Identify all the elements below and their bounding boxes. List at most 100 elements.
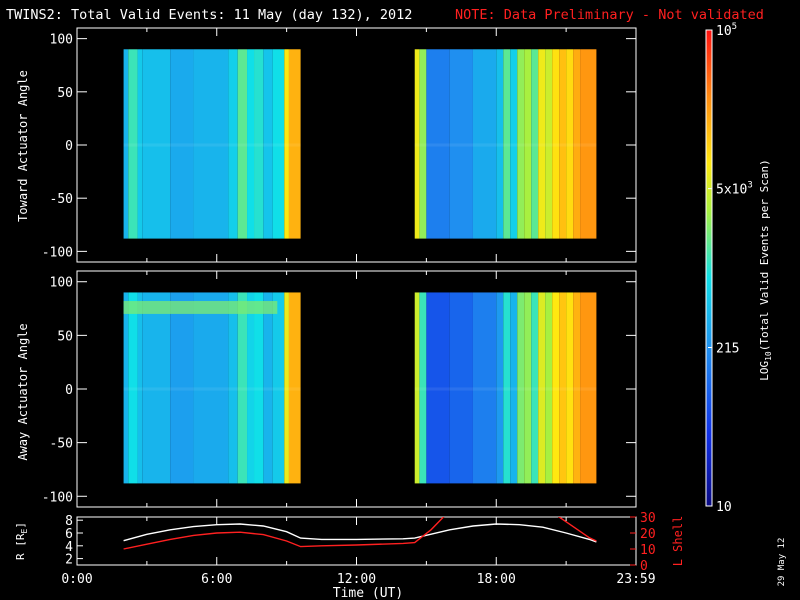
away-cell [503, 292, 511, 484]
toward-cell [538, 49, 546, 239]
away-cell [284, 292, 289, 484]
away-cell [123, 292, 129, 484]
toward-cell [193, 49, 229, 239]
away-zero-band [414, 387, 597, 391]
toward-cell [263, 49, 273, 239]
toward-zero-band [414, 143, 597, 147]
away-cell [566, 292, 574, 484]
toward-cell [272, 49, 285, 239]
toward-cell [426, 49, 450, 239]
away-cell [419, 292, 427, 484]
away-ytick-label: 0 [65, 383, 73, 398]
orbit-ytick-right-label: 0 [640, 559, 648, 574]
away-heatmap-panel: 100 50 0 -50 -100 [42, 270, 637, 508]
r-label-sub: E [20, 528, 29, 533]
colorbar-tick-label: 105 [716, 22, 737, 39]
time-xtick-label: 0:00 [61, 572, 92, 587]
toward-cell [288, 49, 301, 239]
toward-cell [552, 49, 560, 239]
away-cell [414, 292, 420, 484]
toward-cell [137, 49, 143, 239]
toward-cell [503, 49, 511, 239]
toward-cell [545, 49, 553, 239]
time-xlabel: Time (UT) [333, 586, 403, 600]
toward-cell [128, 49, 138, 239]
colorbar-gradient [705, 29, 713, 507]
toward-cell [472, 49, 497, 239]
orbit-ytick-left-label: 8 [65, 514, 73, 529]
away-cell [510, 292, 518, 484]
toward-cell [449, 49, 473, 239]
orbit-ytick-right-label: 10 [640, 543, 656, 558]
toward-cell [510, 49, 518, 239]
away-zero-band [123, 387, 301, 391]
away-ylabel: Away Actuator Angle [16, 323, 30, 460]
away-cell [193, 292, 229, 484]
chart-title: TWINS2: Total Valid Events: 11 May (day … [6, 7, 412, 23]
away-cell [237, 292, 248, 484]
time-xtick-label: 23:59 [616, 572, 655, 587]
toward-ytick-label: 100 [50, 33, 73, 48]
toward-cell [573, 49, 581, 239]
away-cell [524, 292, 532, 484]
footer-date: 29 May 12 [777, 538, 787, 587]
toward-cell [237, 49, 248, 239]
toward-cell [524, 49, 532, 239]
time-xtick-label: 12:00 [337, 572, 376, 587]
r-label-main: R [R [14, 533, 27, 560]
away-cell [254, 292, 264, 484]
away-cell [170, 292, 194, 484]
away-cell [517, 292, 525, 484]
away-cell [247, 292, 255, 484]
colorbar-tick-label: 215 [716, 341, 739, 356]
away-cell [559, 292, 567, 484]
toward-cell [414, 49, 420, 239]
away-bright-band [123, 301, 278, 314]
r-label-end: ] [14, 522, 27, 529]
toward-cell [419, 49, 427, 239]
away-cell [142, 292, 171, 484]
toward-heatmap-panel: 100 50 0 -50 -100 [42, 27, 637, 263]
r-series-line [123, 523, 597, 543]
toward-cell [559, 49, 567, 239]
time-xtick-label: 6:00 [201, 572, 232, 587]
away-cell [531, 292, 539, 484]
toward-ylabel: Toward Actuator Angle [16, 70, 30, 222]
toward-cell [247, 49, 255, 239]
toward-ytick-label: -50 [50, 192, 73, 207]
toward-ytick-label: 0 [65, 139, 73, 154]
colorbar-label: LOG10(Total Valid Events per Scan) [758, 159, 773, 381]
toward-cell [580, 49, 597, 239]
colorbar-tick-label: 5x103 [716, 181, 753, 198]
toward-cell [284, 49, 289, 239]
lshell-series-line-2 [557, 517, 597, 542]
away-cell [228, 292, 238, 484]
toward-cell [254, 49, 264, 239]
away-cell [545, 292, 553, 484]
away-cell [137, 292, 143, 484]
away-cell [426, 292, 450, 484]
away-cell [538, 292, 546, 484]
toward-cell [142, 49, 171, 239]
orbit-ylabel-left: R [RE] [14, 522, 29, 560]
away-cell [573, 292, 581, 484]
away-cell [472, 292, 497, 484]
toward-ytick-label: -100 [42, 245, 73, 260]
lshell-series-line [123, 517, 445, 550]
away-ytick-label: 100 [50, 276, 73, 291]
away-ytick-label: 50 [57, 329, 73, 344]
toward-cell [517, 49, 525, 239]
orbit-ytick-left-label: 6 [65, 527, 73, 542]
toward-cell [531, 49, 539, 239]
orbit-ytick-left-label: 2 [65, 553, 73, 568]
toward-ytick-label: 50 [57, 86, 73, 101]
cb-label-sub: 10 [764, 351, 773, 361]
orbit-ytick-left-label: 4 [65, 540, 73, 555]
away-cell [552, 292, 560, 484]
toward-cell [170, 49, 194, 239]
toward-cell [123, 49, 129, 239]
toward-cell [566, 49, 574, 239]
away-cell [580, 292, 597, 484]
